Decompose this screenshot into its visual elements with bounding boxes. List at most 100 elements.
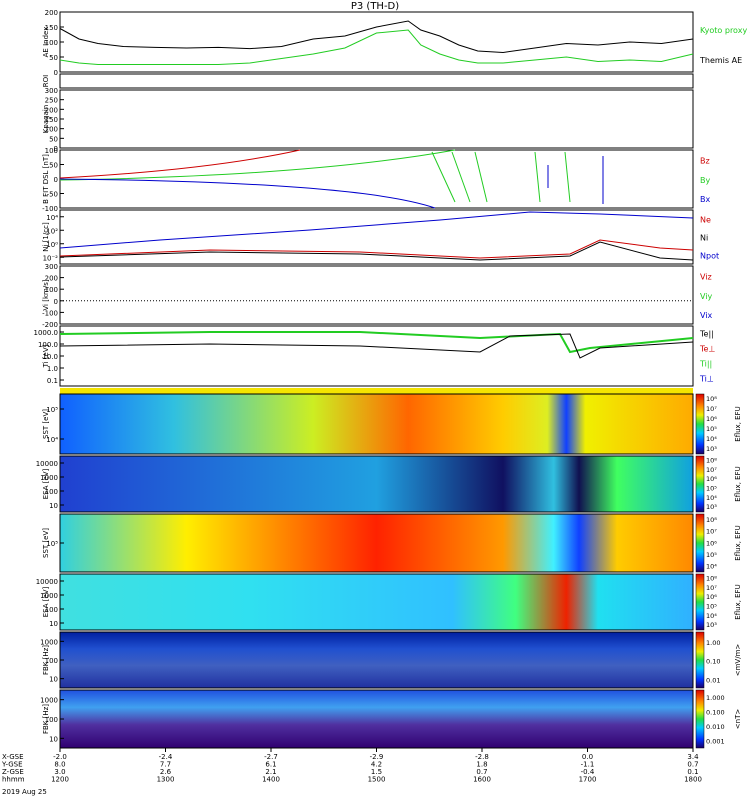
fbk-b-colorbar-tick: 0.100 [706, 709, 725, 717]
x-tick-label: 3.4 [687, 753, 699, 761]
esa-i-colorbar-tick: 10⁶ [706, 593, 717, 601]
esa-e-colorbar-tick: 10⁶ [706, 475, 717, 483]
temperature-ytick-label: 0.1 [47, 377, 58, 385]
x-row-label: Z-GSE [2, 768, 24, 776]
sst-e-colorbar-tick: 10⁴ [706, 435, 717, 443]
velocity-legend-0: Viz [700, 273, 712, 282]
x-tick-label: -0.4 [581, 768, 595, 776]
bfield-ylabel: B FIT DSL [nT] [42, 154, 50, 204]
ni-trace [59, 241, 694, 261]
density-ylabel: Ni [1/cc] [42, 222, 50, 252]
velocity-ytick-label: -200 [42, 321, 58, 329]
esa-i-ylabel: ESA [eV] [42, 586, 50, 617]
bfield-legend-2: Bx [700, 195, 710, 204]
esa-e-ytick-label: 10 [49, 502, 58, 510]
esa-i-colorbar-tick: 10⁴ [706, 612, 717, 620]
esa-i-ytick-label: 10 [49, 620, 58, 628]
esa-i-colorbar-label: Eflux, EFU [734, 584, 742, 619]
x-tick-label: 0.7 [476, 768, 487, 776]
sst-i-colorbar-tick: 10⁵ [706, 551, 717, 559]
x-tick-label: 2.6 [160, 768, 172, 776]
panel-fbk-b: FBK [Hz]10 100 1000 1.000 0.100 0.010 0.001 <nT… [40, 689, 742, 749]
panel-velocity: Vi [km/s] -200 -100 0 100 200 300 Viz Viy Vix [42, 263, 713, 329]
density-frame [59, 209, 694, 265]
fbk-b-ytick-label: 100 [45, 716, 58, 724]
temperature-ytick-label: 1000.0 [34, 329, 59, 337]
temperature-legend-0: Te|| [699, 330, 714, 339]
ae-series-1 [59, 29, 694, 65]
ae-ytick-label: 50 [49, 54, 58, 62]
fbk-e-colorbar-label: <mV/m> [734, 644, 742, 677]
esa-e-colorbar-tick: 10⁸ [706, 457, 717, 465]
x-tick-label: 1400 [262, 776, 280, 784]
fbk-b-ytick-label: 10 [49, 735, 58, 743]
temperature-frame [59, 325, 694, 387]
fbk-b-colorbar-tick: 0.001 [706, 738, 725, 746]
panel-ae: AE Index 0 50 100 150 200 Kyoto proxy AE Themis… [42, 9, 750, 77]
esa-i-spectrogram [60, 574, 693, 630]
ae-ytick-label: 150 [45, 24, 58, 32]
sst-i-colorbar-tick: 10⁷ [706, 528, 717, 536]
te-par-trace [59, 333, 694, 359]
by-segment [451, 151, 471, 203]
density-ytick-label: 10⁰ [46, 241, 58, 249]
x-tick-label: 0.7 [687, 761, 698, 769]
kp-ytick-label: 0 [54, 145, 58, 153]
x-tick-label: -2.8 [475, 753, 489, 761]
x-tick-label: -2.4 [159, 753, 173, 761]
sst-i-colorbar-tick: 10⁴ [706, 563, 717, 571]
fbk-e-colorbar-tick: 0.10 [706, 658, 720, 666]
x-tick-label: 0.0 [582, 753, 593, 761]
x-tick-label: 1800 [684, 776, 702, 784]
x-tick-label: 6.1 [265, 761, 276, 769]
ae-ytick-label: 0 [54, 69, 58, 77]
temperature-legend-1: Te⊥ [699, 345, 715, 354]
sst-i-colorbar [695, 513, 705, 573]
panel-density: Ni [1/cc] 10⁻² 10⁰ 10² 10⁴ Ne Ni Npot [42, 209, 719, 265]
density-ytick-label: 10² [46, 227, 58, 235]
bfield-ytick-label: 0 [54, 176, 58, 184]
panel-fbk-e: FBK [Hz]10 100 1000 1.00 0.10 0.01 <mV/m> [40, 631, 742, 689]
fbk-e-ytick-label: 100 [45, 657, 58, 665]
density-ytick-label: 10⁻² [43, 254, 59, 262]
fbk-e-colorbar [695, 631, 705, 689]
x-row-label: hhmm [2, 776, 25, 784]
esa-e-ylabel: ESA [eV] [42, 468, 50, 499]
sst-i-colorbar-label: Eflux, EFU [734, 525, 742, 560]
velocity-ytick-label: 300 [45, 263, 58, 271]
esa-e-colorbar-tick: 10⁷ [706, 466, 717, 474]
sst-e-colorbar-tick: 10³ [706, 445, 717, 453]
x-tick-label: 8.0 [54, 761, 65, 769]
fbk-e-ytick-label: 10 [49, 676, 58, 684]
by-segment [564, 151, 571, 203]
ae-frame [59, 11, 694, 73]
roi-ylabel: ROI [42, 75, 50, 87]
ae-legend-1: Themis AE [699, 56, 742, 65]
esa-e-colorbar-label: Eflux, EFU [734, 466, 742, 501]
x-tick-label: -2.9 [370, 753, 384, 761]
panel-bfield: B FIT DSL [nT]-100 -50 0 50 100 Bz By Bx [42, 147, 710, 213]
sst-i-spectrogram [60, 514, 693, 572]
ae-ytick-label: 200 [45, 9, 58, 17]
temperature-ytick-label: 100.0 [38, 341, 58, 349]
sst-i-ytick-label: 10⁵ [46, 540, 58, 548]
bfield-ytick-label: 100 [45, 147, 58, 155]
esa-i-ytick-label: 10000 [36, 578, 58, 586]
velocity-ytick-label: 0 [54, 298, 58, 306]
sst-e-colorbar-tick: 10⁵ [706, 425, 717, 433]
fbk-b-colorbar-label: <nT> [734, 709, 742, 730]
bfield-legend-1: By [700, 176, 710, 185]
kp-ytick-label: 300 [45, 87, 58, 95]
fbk-b-colorbar-tick: 1.000 [706, 694, 725, 702]
esa-e-colorbar-tick: 10⁵ [706, 485, 717, 493]
date-label: 2019 Aug 25 [2, 788, 47, 796]
temperature-ytick-label: 10.0 [42, 353, 58, 361]
esa-i-colorbar [695, 573, 705, 631]
by-segment [534, 151, 541, 203]
temperature-legend-2: Ti|| [699, 360, 712, 369]
kp-ylabel: Kpagain [42, 105, 50, 133]
esa-i-ytick-label: 100 [45, 606, 58, 614]
sst-e-ylabel: SST [eV] [42, 409, 50, 439]
